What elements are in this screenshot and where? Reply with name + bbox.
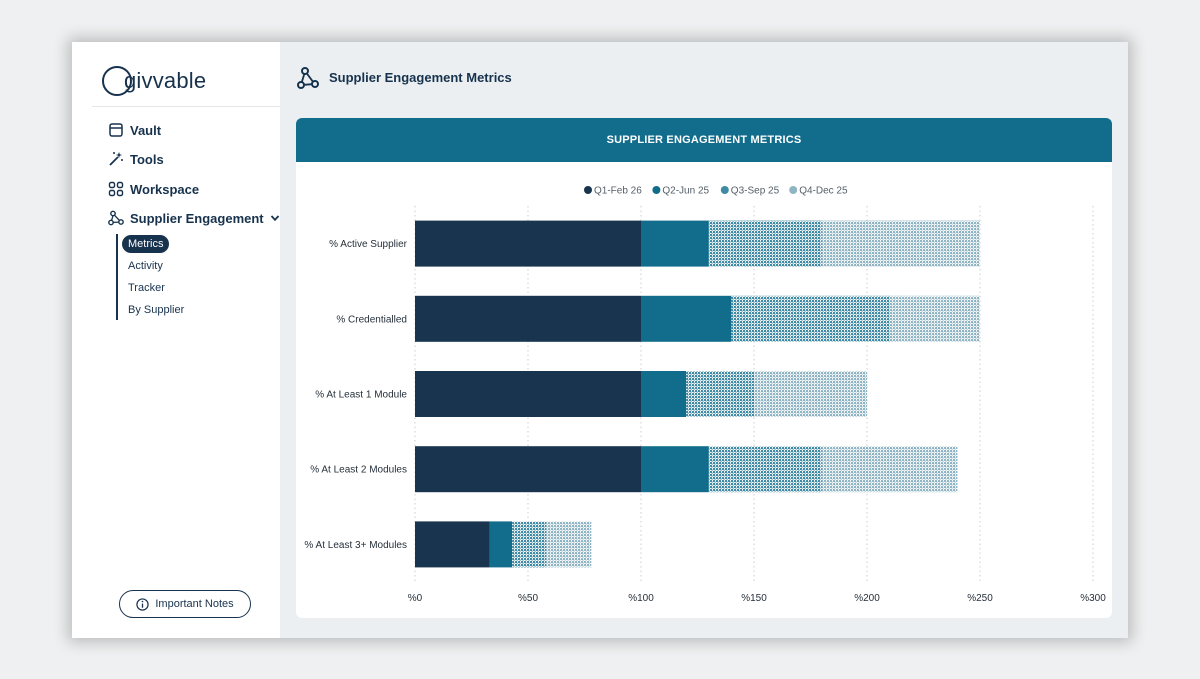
bar-segment xyxy=(512,521,547,568)
important-notes-label: Important Notes xyxy=(155,598,234,610)
legend-label: Q1-Feb 26 xyxy=(594,186,642,197)
bar-segment xyxy=(641,371,687,417)
chart-legend: Q1-Feb 26 Q2-Jun 25 Q3-Sep 25 Q4-Dec 25 xyxy=(584,186,848,197)
bar-segment xyxy=(821,220,980,267)
logo-text: givvable xyxy=(124,68,207,93)
legend-item: Q2-Jun 25 xyxy=(652,186,710,197)
bar-segment xyxy=(754,371,867,417)
info-icon xyxy=(136,597,150,611)
bar-segment xyxy=(415,295,641,342)
bar-segment xyxy=(889,295,980,342)
category-label: % At Least 1 Module xyxy=(315,390,407,401)
x-tick-label: %200 xyxy=(854,593,880,604)
legend-swatch xyxy=(584,186,592,194)
bar-segment xyxy=(641,220,709,267)
x-tick-label: %150 xyxy=(741,593,767,604)
legend-item: Q3-Sep 25 xyxy=(720,186,780,197)
bar-segment xyxy=(708,220,822,267)
important-notes-button[interactable]: Important Notes xyxy=(119,590,251,618)
chart-title: SUPPLIER ENGAGEMENT METRICS xyxy=(296,118,1112,162)
category-label: % At Least 3+ Modules xyxy=(304,540,407,551)
legend-item: Q4-Dec 25 xyxy=(789,186,848,197)
sidebar-item-workspace[interactable]: Workspace xyxy=(108,178,199,200)
magic-wand-icon xyxy=(108,151,124,167)
bar-segment xyxy=(641,295,732,342)
legend-swatch xyxy=(652,186,661,194)
subnav-indicator-line xyxy=(116,234,118,320)
x-tick-label: %50 xyxy=(518,593,538,604)
subnav-item-activity[interactable]: Activity xyxy=(128,260,163,272)
sidebar-item-tools[interactable]: Tools xyxy=(108,148,164,170)
bar-segment xyxy=(686,371,754,417)
category-label: % Active Supplier xyxy=(329,239,407,250)
bar-segment xyxy=(415,446,641,493)
stacked-bar-chart: Q1-Feb 26 Q2-Jun 25 Q3-Sep 25 Q4-Dec 25 %0 %5… xyxy=(304,186,1106,605)
chart-card: SUPPLIER ENGAGEMENT METRICS Q1-Feb 26 Q2-… xyxy=(296,118,1112,618)
page-title: Supplier Engagement Metrics xyxy=(329,70,512,85)
bar-segment xyxy=(415,220,641,267)
logo[interactable]: givvable xyxy=(102,64,206,98)
sidebar-item-label: Vault xyxy=(130,122,162,138)
legend-label: Q2-Jun 25 xyxy=(662,186,709,197)
page-header: Supplier Engagement Metrics xyxy=(280,42,1128,106)
bar-segment xyxy=(415,371,641,417)
bar-segment xyxy=(489,521,513,568)
sidebar-item-label: Supplier Engagement xyxy=(130,210,264,226)
network-icon xyxy=(108,210,124,226)
sidebar-item-supplier-engagement[interactable]: Supplier Engagement xyxy=(108,207,280,229)
subnav-item-tracker[interactable]: Tracker xyxy=(128,282,165,294)
logo-mark-icon xyxy=(102,66,132,96)
subnav-item-by-supplier[interactable]: By Supplier xyxy=(128,304,185,316)
bar-segment xyxy=(546,521,592,568)
legend-item: Q1-Feb 26 xyxy=(584,186,642,197)
sidebar-item-label: Workspace xyxy=(130,181,200,197)
bar-segment xyxy=(641,446,709,493)
legend-swatch xyxy=(789,186,798,194)
legend-label: Q4-Dec 25 xyxy=(799,186,848,197)
sidebar: givvable Vault Tools Workspace Supplie xyxy=(72,42,280,638)
grid-icon xyxy=(108,181,124,197)
bar-segment xyxy=(821,446,958,493)
sidebar-item-label: Tools xyxy=(130,151,164,167)
sidebar-divider xyxy=(92,106,280,107)
x-tick-label: %0 xyxy=(408,593,423,604)
subnav-item-metrics[interactable]: Metrics xyxy=(122,235,170,253)
category-label: % Credentialled xyxy=(336,314,407,325)
x-tick-label: %250 xyxy=(967,593,993,604)
bar-segment xyxy=(708,446,822,493)
network-icon xyxy=(296,66,320,90)
legend-swatch xyxy=(720,186,729,194)
sidebar-item-vault[interactable]: Vault xyxy=(108,119,161,141)
legend-label: Q3-Sep 25 xyxy=(731,186,780,197)
vault-icon xyxy=(108,122,124,138)
x-tick-label: %300 xyxy=(1080,593,1106,604)
bar-segment xyxy=(415,521,490,568)
chevron-down-icon[interactable] xyxy=(270,213,280,223)
category-label: % At Least 2 Modules xyxy=(310,465,407,476)
x-tick-label: %100 xyxy=(628,593,654,604)
app-window: givvable Vault Tools Workspace Supplie xyxy=(72,42,1128,638)
main-content: Supplier Engagement Metrics SUPPLIER ENG… xyxy=(280,42,1128,638)
bar-segment xyxy=(731,295,890,342)
